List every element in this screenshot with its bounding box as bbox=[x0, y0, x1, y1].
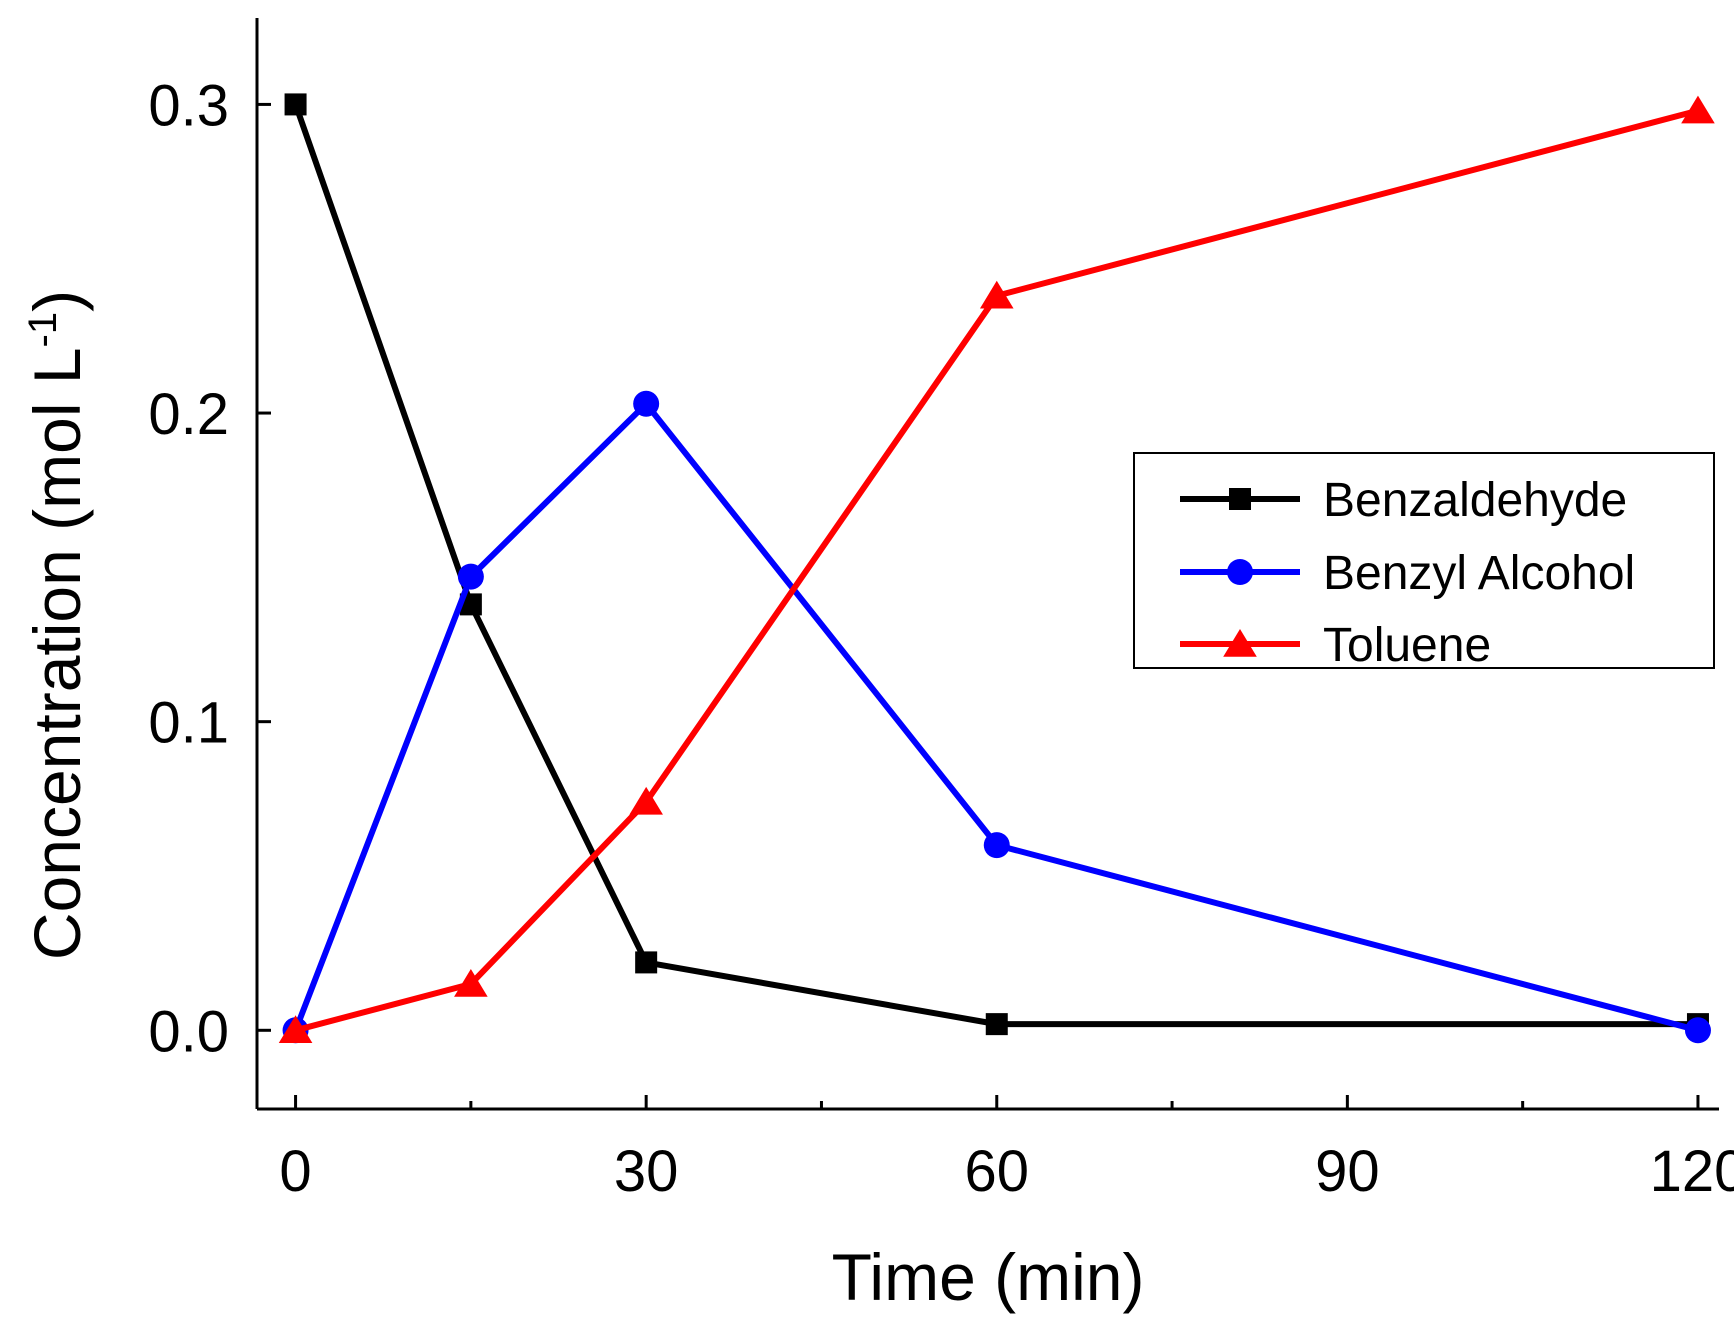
benzaldehyde-point bbox=[985, 1013, 1008, 1036]
y-tick-label: 0.2 bbox=[148, 382, 229, 447]
legend-label: Toluene bbox=[1323, 619, 1491, 672]
benzyl-alcohol-point bbox=[1684, 1017, 1711, 1044]
benzyl-alcohol-point bbox=[633, 390, 660, 417]
toluene-point bbox=[629, 786, 663, 815]
y-axis-title-main: Concentration (mol L bbox=[20, 347, 94, 960]
y-tick-label: 0.0 bbox=[148, 999, 229, 1064]
benzyl-alcohol-point bbox=[983, 832, 1010, 859]
benzaldehyde-point bbox=[284, 93, 307, 116]
y-axis-title-superscript: -1 bbox=[21, 312, 65, 348]
legend-label: Benzaldehyde bbox=[1323, 474, 1627, 527]
x-tick-label: 120 bbox=[1650, 1139, 1734, 1204]
benzaldehyde-point bbox=[635, 951, 658, 974]
x-tick-label: 90 bbox=[1315, 1139, 1380, 1204]
plot-area: 0 30 60 90 120 0.0 0.1 0.2 0.3 bbox=[148, 18, 1734, 1204]
benzyl-alcohol-point bbox=[457, 563, 484, 590]
y-axis-title-close: ) bbox=[20, 290, 94, 312]
legend-marker bbox=[1229, 488, 1251, 510]
series-layer bbox=[278, 93, 1715, 1044]
x-tick-label: 0 bbox=[279, 1139, 311, 1204]
legend-label: Benzyl Alcohol bbox=[1323, 547, 1635, 600]
y-tick-label: 0.3 bbox=[148, 73, 229, 138]
legend-marker bbox=[1223, 629, 1257, 657]
toluene-point bbox=[454, 969, 488, 997]
legend-item-benzaldehyde: Benzaldehyde bbox=[1180, 474, 1627, 527]
legend-item-benzyl-alcohol: Benzyl Alcohol bbox=[1180, 547, 1635, 600]
toluene-point bbox=[1681, 95, 1715, 124]
series-toluene bbox=[278, 95, 1715, 1044]
legend-item-toluene: Toluene bbox=[1180, 619, 1491, 672]
y-axis-title: Concentration (mol L-1) bbox=[20, 290, 94, 960]
legend: Benzaldehyde Benzyl Alcohol Toluene bbox=[1133, 452, 1715, 672]
toluene-point bbox=[979, 280, 1014, 309]
axis-ticks: 0 30 60 90 120 0.0 0.1 0.2 0.3 bbox=[148, 73, 1734, 1204]
x-tick-label: 60 bbox=[965, 1139, 1030, 1204]
legend-marker bbox=[1227, 559, 1253, 585]
y-tick-label: 0.1 bbox=[148, 691, 229, 756]
toluene-point bbox=[278, 1015, 313, 1044]
x-tick-label: 30 bbox=[614, 1139, 679, 1204]
x-axis-title: Time (min) bbox=[832, 1240, 1145, 1314]
series-benzyl-alcohol bbox=[282, 390, 1711, 1044]
